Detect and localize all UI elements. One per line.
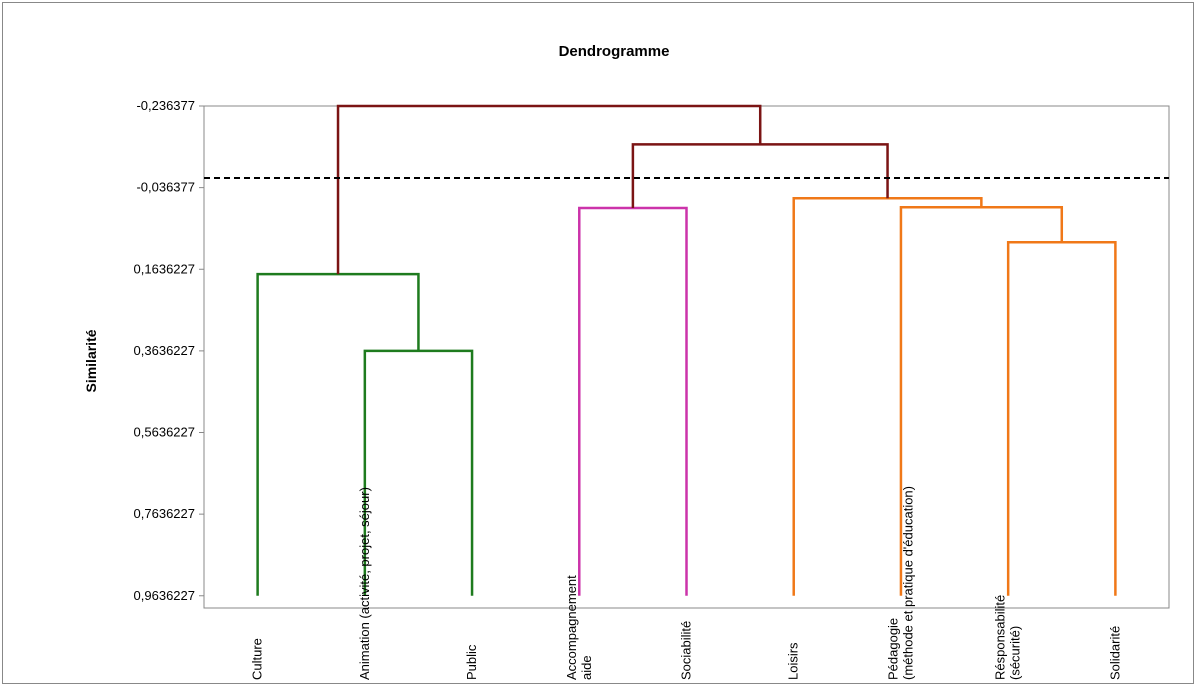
leaf-label: Accompagnement [564, 575, 579, 680]
dendrogram-link [363, 349, 474, 596]
dendrogram-link [578, 206, 688, 596]
dendrogram-link [256, 272, 420, 596]
leaf-label: (sécurité) [1008, 626, 1023, 680]
dendrogram-link [899, 205, 1064, 596]
chart-title: Dendrogramme [559, 43, 670, 60]
leaf-label: Public [464, 644, 479, 680]
leaf-label: Pédagogie [885, 618, 900, 680]
dendrogram-link [792, 196, 983, 596]
y-tick-label: 0,7636227 [134, 506, 195, 521]
leaf-label: Résponsabilité [993, 595, 1008, 680]
dendrogram-chart: Dendrogramme Similarité -0,236377 -0,0363… [83, 43, 1170, 680]
leaf-label: aide [579, 655, 594, 680]
leaf-label: Loisirs [786, 642, 801, 680]
leaf-label: Culture [250, 638, 265, 680]
leaf-label: (méthode et pratique d'éducation) [900, 486, 915, 680]
y-tick-label: 0,3636227 [134, 343, 195, 358]
leaf-label: Animation (activité, projet, séjour) [357, 487, 372, 680]
dendrogram-link [1006, 241, 1117, 596]
leaf-label: Solidarité [1107, 626, 1122, 680]
y-tick-label: -0,036377 [136, 180, 195, 195]
y-tick-label: 0,9636227 [134, 588, 195, 603]
dendrogram-link [336, 104, 762, 275]
plot-area: -0,236377 -0,036377 0,1636227 0,3636227 0,56… [134, 98, 1170, 680]
y-tick-label: -0,236377 [136, 98, 195, 113]
y-tick-label: 0,5636227 [134, 425, 195, 440]
y-axis-title: Similarité [83, 329, 99, 392]
leaf-label: Sociabilité [679, 621, 694, 680]
y-tick-label: 0,1636227 [134, 261, 195, 276]
